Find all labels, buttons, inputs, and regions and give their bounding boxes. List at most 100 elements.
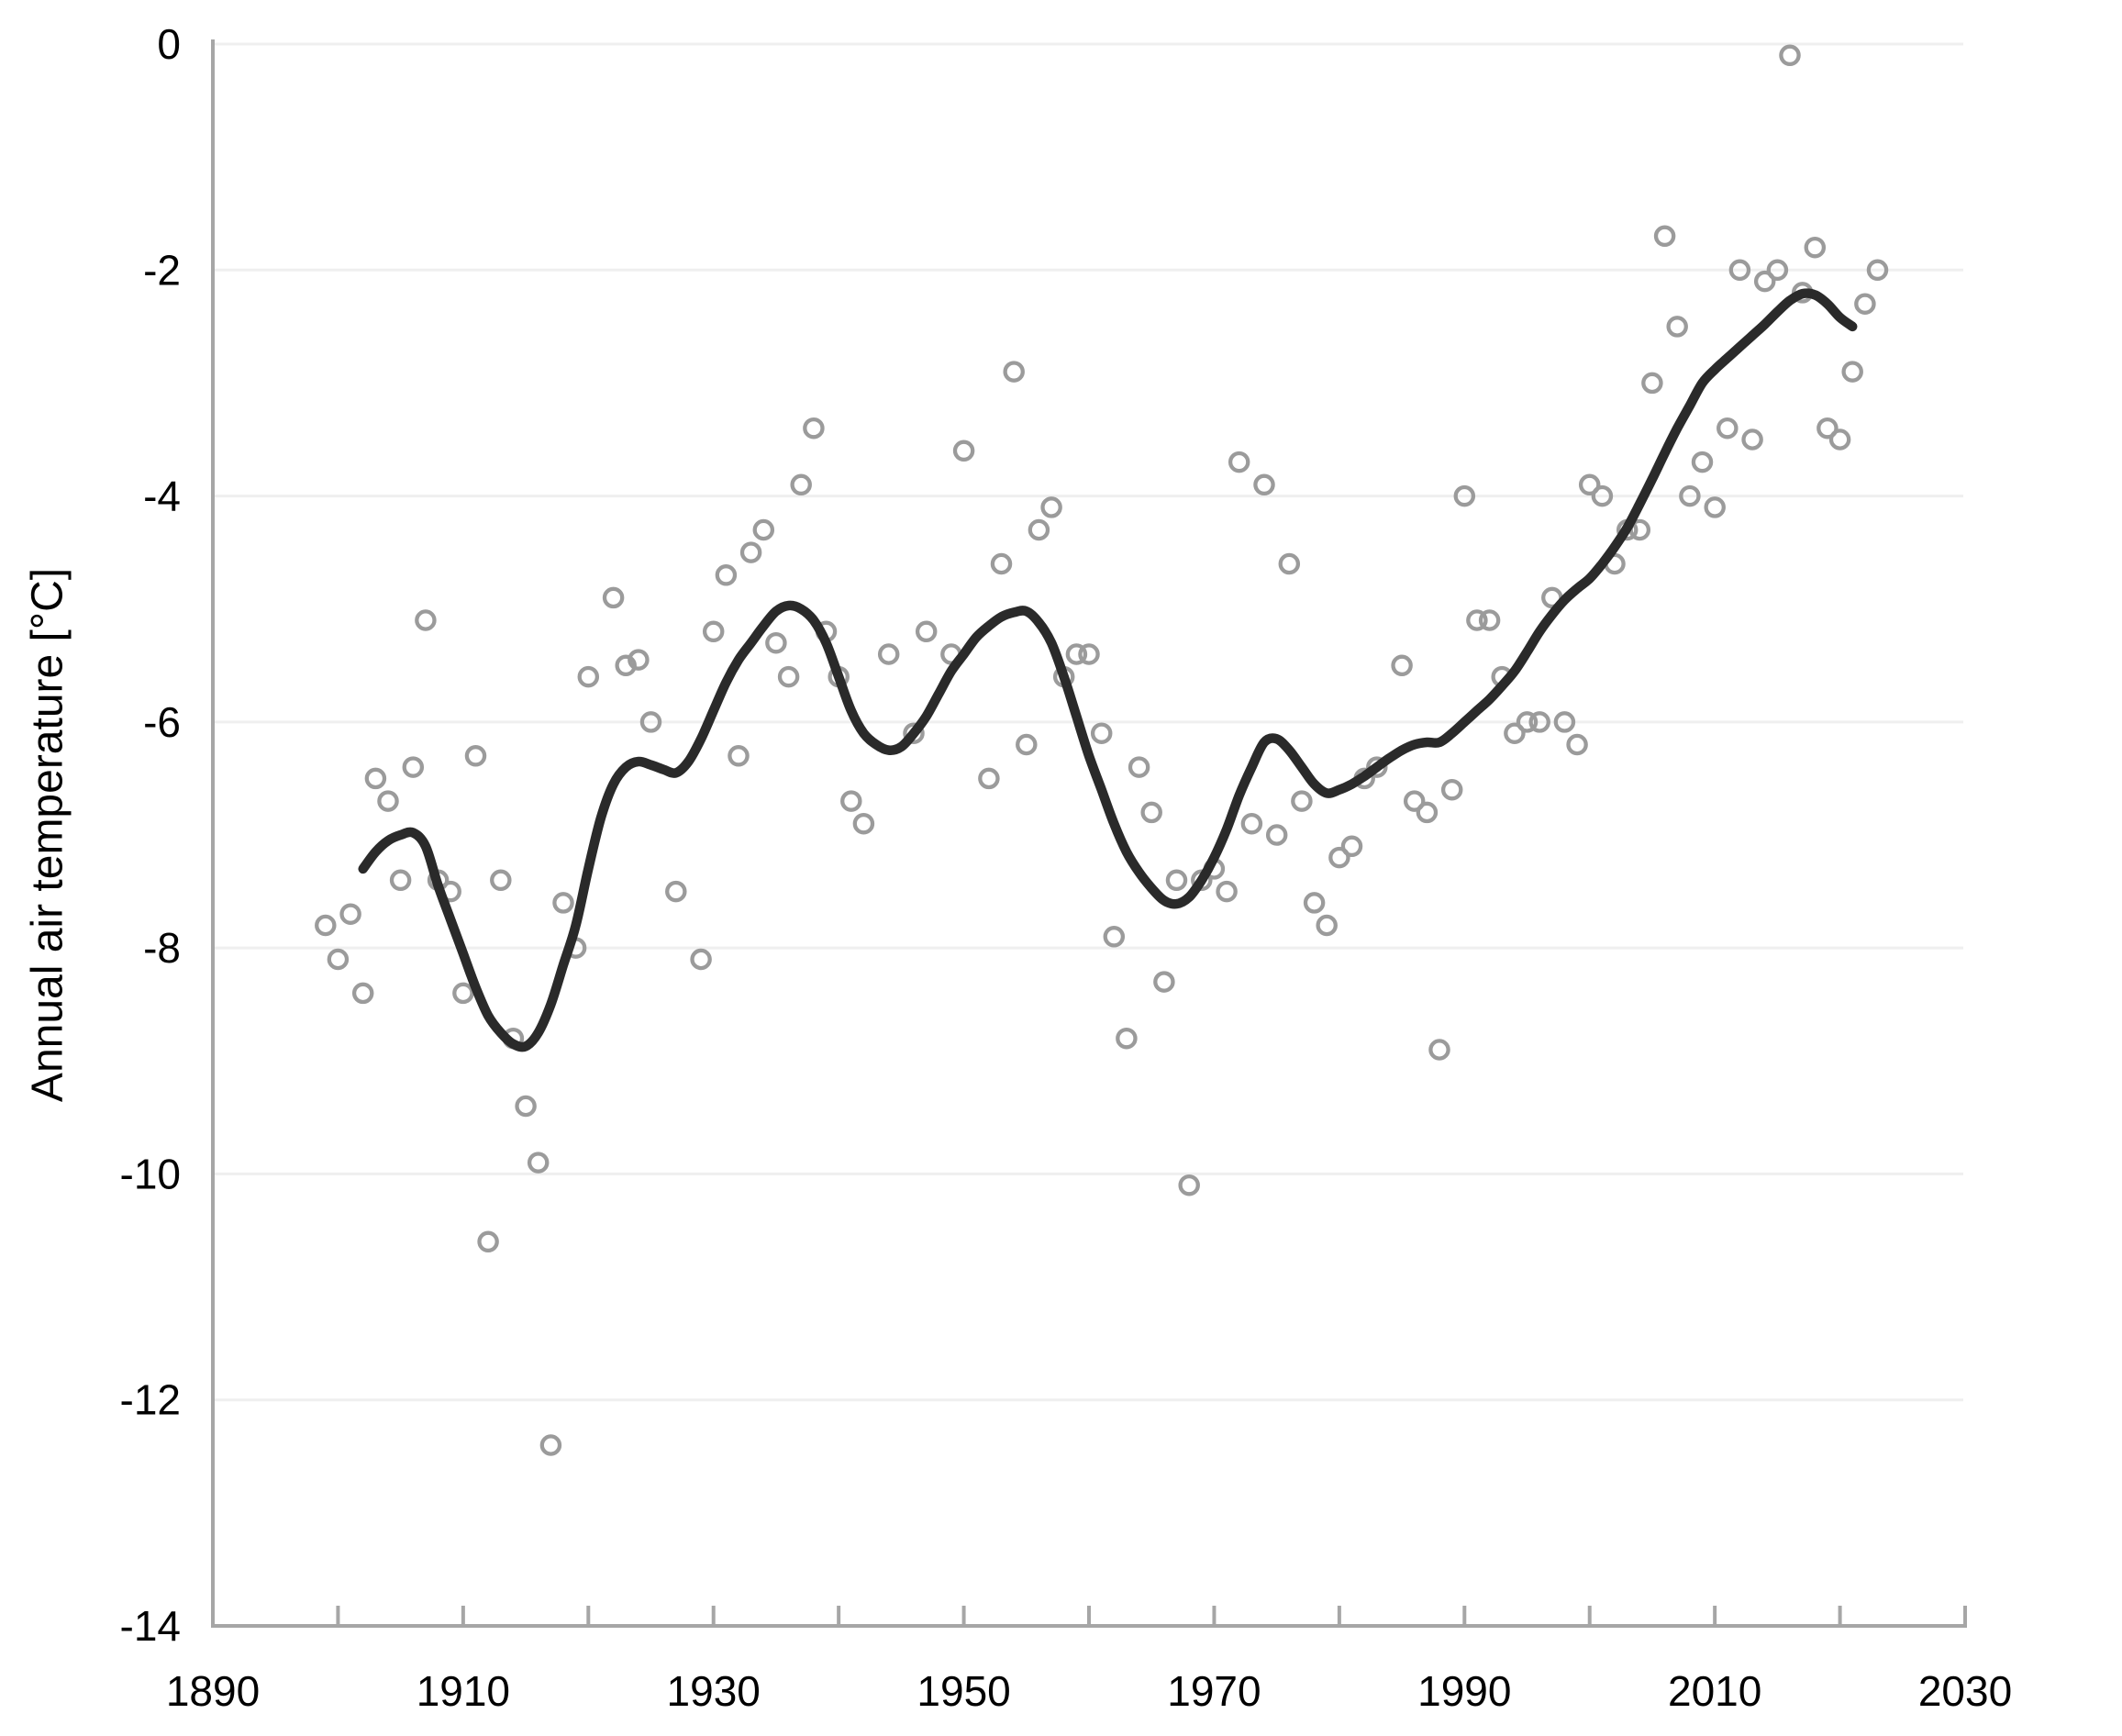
data-point xyxy=(702,620,725,643)
x-tick-label: 1930 xyxy=(667,1667,761,1715)
data-point xyxy=(490,869,512,892)
data-point xyxy=(1528,711,1550,733)
data-point xyxy=(1403,790,1426,812)
x-tick-label: 1890 xyxy=(166,1667,260,1715)
data-point xyxy=(1653,225,1676,248)
y-tick-label: -6 xyxy=(143,698,181,746)
data-point xyxy=(840,790,862,812)
data-point xyxy=(1165,869,1188,892)
data-point xyxy=(315,914,337,937)
data-point xyxy=(539,1434,562,1456)
data-point xyxy=(803,417,825,440)
x-tick-label: 1970 xyxy=(1167,1667,1261,1715)
data-point xyxy=(1478,609,1501,631)
data-point xyxy=(402,756,425,778)
data-point xyxy=(1804,236,1827,259)
y-tick-label: -8 xyxy=(143,924,181,972)
data-point xyxy=(1779,44,1801,67)
data-point xyxy=(1679,484,1701,507)
data-point xyxy=(1016,733,1038,756)
data-point xyxy=(1103,926,1126,948)
data-point xyxy=(1566,733,1588,756)
data-point xyxy=(639,711,662,733)
data-point xyxy=(765,631,787,654)
data-point xyxy=(1153,971,1175,993)
data-point xyxy=(952,440,975,462)
data-point xyxy=(1116,1027,1138,1050)
data-point xyxy=(1328,846,1350,869)
data-point xyxy=(464,745,487,767)
data-point xyxy=(527,1152,550,1174)
x-tick-label: 2010 xyxy=(1668,1667,1761,1715)
data-point xyxy=(1716,417,1739,440)
x-tick-label: 1990 xyxy=(1417,1667,1511,1715)
data-point xyxy=(990,552,1013,575)
data-point xyxy=(452,982,474,1005)
trend-line xyxy=(358,288,1858,1052)
data-point xyxy=(351,982,374,1005)
data-point xyxy=(1340,835,1363,858)
data-point xyxy=(1316,914,1338,937)
data-point xyxy=(628,649,650,671)
data-point xyxy=(339,903,361,925)
data-point xyxy=(777,665,800,688)
data-point xyxy=(615,654,637,677)
y-axis-title: Annual air temperature [°C] xyxy=(24,568,72,1102)
y-tick-label: -14 xyxy=(120,1602,181,1650)
data-point xyxy=(752,518,775,541)
data-point xyxy=(1691,451,1714,473)
data-point xyxy=(327,948,350,971)
data-point xyxy=(1504,722,1526,744)
data-point xyxy=(877,643,900,665)
data-point xyxy=(1741,428,1763,451)
data-point xyxy=(915,620,938,643)
x-tick-label: 1950 xyxy=(917,1667,1010,1715)
x-tick-label: 1910 xyxy=(417,1667,510,1715)
data-point xyxy=(1553,711,1576,733)
data-point xyxy=(1140,801,1162,824)
data-point xyxy=(1216,880,1238,903)
data-point xyxy=(1065,643,1088,665)
data-point xyxy=(389,869,412,892)
data-point xyxy=(1391,654,1413,677)
data-point xyxy=(1278,552,1301,575)
data-point xyxy=(690,948,712,971)
data-point xyxy=(1366,756,1388,778)
data-point xyxy=(1078,643,1100,665)
data-point xyxy=(577,665,600,688)
x-tick-label: 2030 xyxy=(1918,1667,2012,1715)
data-point xyxy=(1128,756,1150,778)
data-point xyxy=(790,473,812,496)
data-point xyxy=(1028,518,1050,541)
data-point xyxy=(1003,361,1025,383)
y-tick-label: 0 xyxy=(157,20,181,68)
data-point xyxy=(1228,451,1250,473)
data-point xyxy=(903,722,925,744)
data-point xyxy=(1816,417,1839,440)
data-point xyxy=(1516,711,1539,733)
data-point xyxy=(1253,473,1275,496)
data-point xyxy=(477,1230,499,1253)
data-point xyxy=(1440,778,1463,801)
data-point xyxy=(377,790,399,812)
data-point xyxy=(1766,259,1789,282)
data-point xyxy=(978,767,1000,790)
data-point xyxy=(1178,1174,1200,1196)
data-point xyxy=(1453,484,1476,507)
data-point xyxy=(1040,496,1062,518)
data-point xyxy=(1466,609,1488,631)
data-point xyxy=(1090,722,1113,744)
data-point xyxy=(1303,892,1326,914)
data-point xyxy=(364,767,387,790)
data-point xyxy=(1728,259,1751,282)
data-point xyxy=(1591,484,1614,507)
data-point xyxy=(1578,473,1601,496)
data-point xyxy=(415,609,437,631)
data-point xyxy=(1866,259,1889,282)
data-point xyxy=(1641,372,1663,395)
data-point xyxy=(728,745,750,767)
data-point xyxy=(1854,293,1876,315)
data-point xyxy=(1265,824,1288,846)
